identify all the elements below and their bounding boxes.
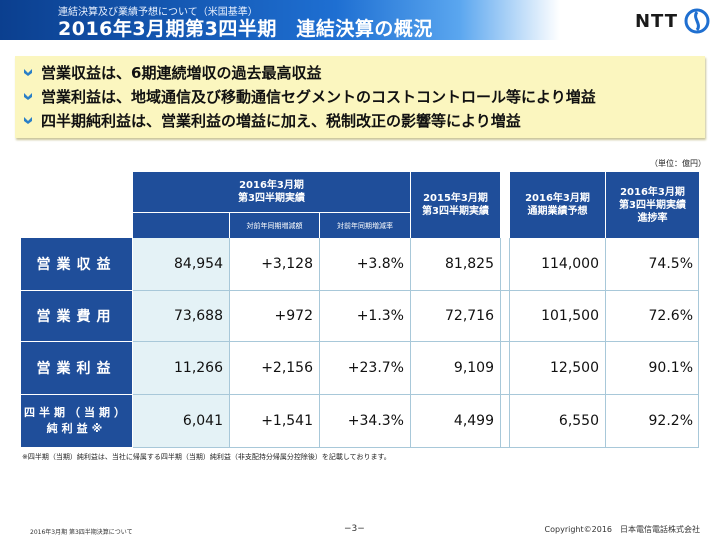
row-label-net-income: 四半期（当期） 純利益※ bbox=[21, 395, 132, 447]
cell-progress: 74.5% bbox=[606, 238, 699, 290]
summary-item: 営業利益は、地域通信及び移動通信セグメントのコストコントロール等により増益 bbox=[23, 84, 697, 108]
bullet-icon bbox=[24, 69, 32, 76]
ntt-logo: NTT bbox=[635, 8, 710, 34]
cell-rate: +23.7% bbox=[320, 342, 410, 394]
cell-rate: +34.3% bbox=[320, 395, 410, 447]
row-label-expenses: 営業費用 bbox=[21, 291, 132, 341]
cell-prev: 9,109 bbox=[411, 342, 500, 394]
cell-forecast: 114,000 bbox=[510, 238, 605, 290]
header-forecast: 2016年3月期 通期業績予想 bbox=[510, 172, 605, 238]
copyright: Copyright©2016 日本電信電話株式会社 bbox=[544, 525, 700, 534]
cell-actual: 6,041 bbox=[133, 395, 229, 447]
logo-text: NTT bbox=[634, 10, 678, 32]
cell-actual: 73,688 bbox=[133, 291, 229, 341]
row-label-revenue: 営業収益 bbox=[21, 238, 132, 290]
cell-forecast: 12,500 bbox=[510, 342, 605, 394]
summary-text: 営業利益は、地域通信及び移動通信セグメントのコストコントロール等により増益 bbox=[41, 87, 596, 106]
summary-text: 四半期純利益は、営業利益の増益に加え、税制改正の影響等により増益 bbox=[41, 111, 521, 130]
subheader-rate: 対前年同期増減率 bbox=[320, 213, 410, 238]
cell-prev: 81,825 bbox=[411, 238, 500, 290]
unit-label: （単位：億円） bbox=[650, 159, 706, 168]
cell-progress: 92.2% bbox=[606, 395, 699, 447]
summary-item: 四半期純利益は、営業利益の増益に加え、税制改正の影響等により増益 bbox=[23, 108, 697, 132]
cell-diff: +2,156 bbox=[230, 342, 319, 394]
subheader-diff: 対前年同期増減額 bbox=[230, 213, 319, 238]
ntt-logo-icon bbox=[684, 8, 710, 34]
cell-diff: +3,128 bbox=[230, 238, 319, 290]
cell-forecast: 101,500 bbox=[510, 291, 605, 341]
footer-doc-title: 2016年3月期 第3四半期決算について bbox=[30, 529, 133, 536]
cell-diff: +1,541 bbox=[230, 395, 319, 447]
summary-item: 営業収益は、6期連続増収の過去最高収益 bbox=[23, 60, 697, 84]
row-divider bbox=[133, 394, 699, 395]
header-blank bbox=[133, 213, 229, 238]
col-divider bbox=[509, 238, 510, 448]
header-current-quarter: 2016年3月期 第3四半期実績 bbox=[133, 172, 410, 212]
cell-progress: 90.1% bbox=[606, 342, 699, 394]
cell-prev: 72,716 bbox=[411, 291, 500, 341]
col-divider bbox=[500, 238, 501, 448]
summary-text: 営業収益は、6期連続増収の過去最高収益 bbox=[41, 63, 322, 82]
page-number: −3− bbox=[344, 524, 365, 534]
page-title: 2016年3月期第3四半期 連結決算の概況 bbox=[58, 18, 433, 40]
summary-box: 営業収益は、6期連続増収の過去最高収益 営業利益は、地域通信及び移動通信セグメン… bbox=[15, 56, 705, 138]
col-divider bbox=[698, 238, 699, 448]
row-label-operating-income: 営業利益 bbox=[21, 342, 132, 394]
row-divider bbox=[133, 290, 699, 291]
cell-diff: +972 bbox=[230, 291, 319, 341]
results-table: 2016年3月期 第3四半期実績 対前年同期増減額 対前年同期増減率 2015年… bbox=[21, 172, 699, 452]
col-divider bbox=[319, 238, 320, 448]
cell-actual: 11,266 bbox=[133, 342, 229, 394]
footnote: ※四半期（当期）純利益は、当社に帰属する四半期（当期）純利益（非支配持分帰属分控… bbox=[22, 453, 391, 461]
header-progress: 2016年3月期 第3四半期実績 進捗率 bbox=[606, 172, 699, 238]
header-subtitle: 連結決算及び業績予想について（米国基準） bbox=[58, 7, 258, 18]
cell-actual: 84,954 bbox=[133, 238, 229, 290]
header-prev-year: 2015年3月期 第3四半期実績 bbox=[411, 172, 500, 238]
header-banner: 連結決算及び業績予想について（米国基準） 2016年3月期第3四半期 連結決算の… bbox=[0, 0, 560, 40]
cell-progress: 72.6% bbox=[606, 291, 699, 341]
cell-prev: 4,499 bbox=[411, 395, 500, 447]
cell-rate: +3.8% bbox=[320, 238, 410, 290]
col-divider bbox=[605, 238, 606, 448]
cell-rate: +1.3% bbox=[320, 291, 410, 341]
bullet-icon bbox=[24, 117, 32, 124]
col-divider bbox=[410, 238, 411, 448]
col-divider bbox=[229, 238, 230, 448]
cell-forecast: 6,550 bbox=[510, 395, 605, 447]
bullet-icon bbox=[24, 93, 32, 100]
row-divider bbox=[133, 447, 699, 448]
row-divider bbox=[133, 341, 699, 342]
